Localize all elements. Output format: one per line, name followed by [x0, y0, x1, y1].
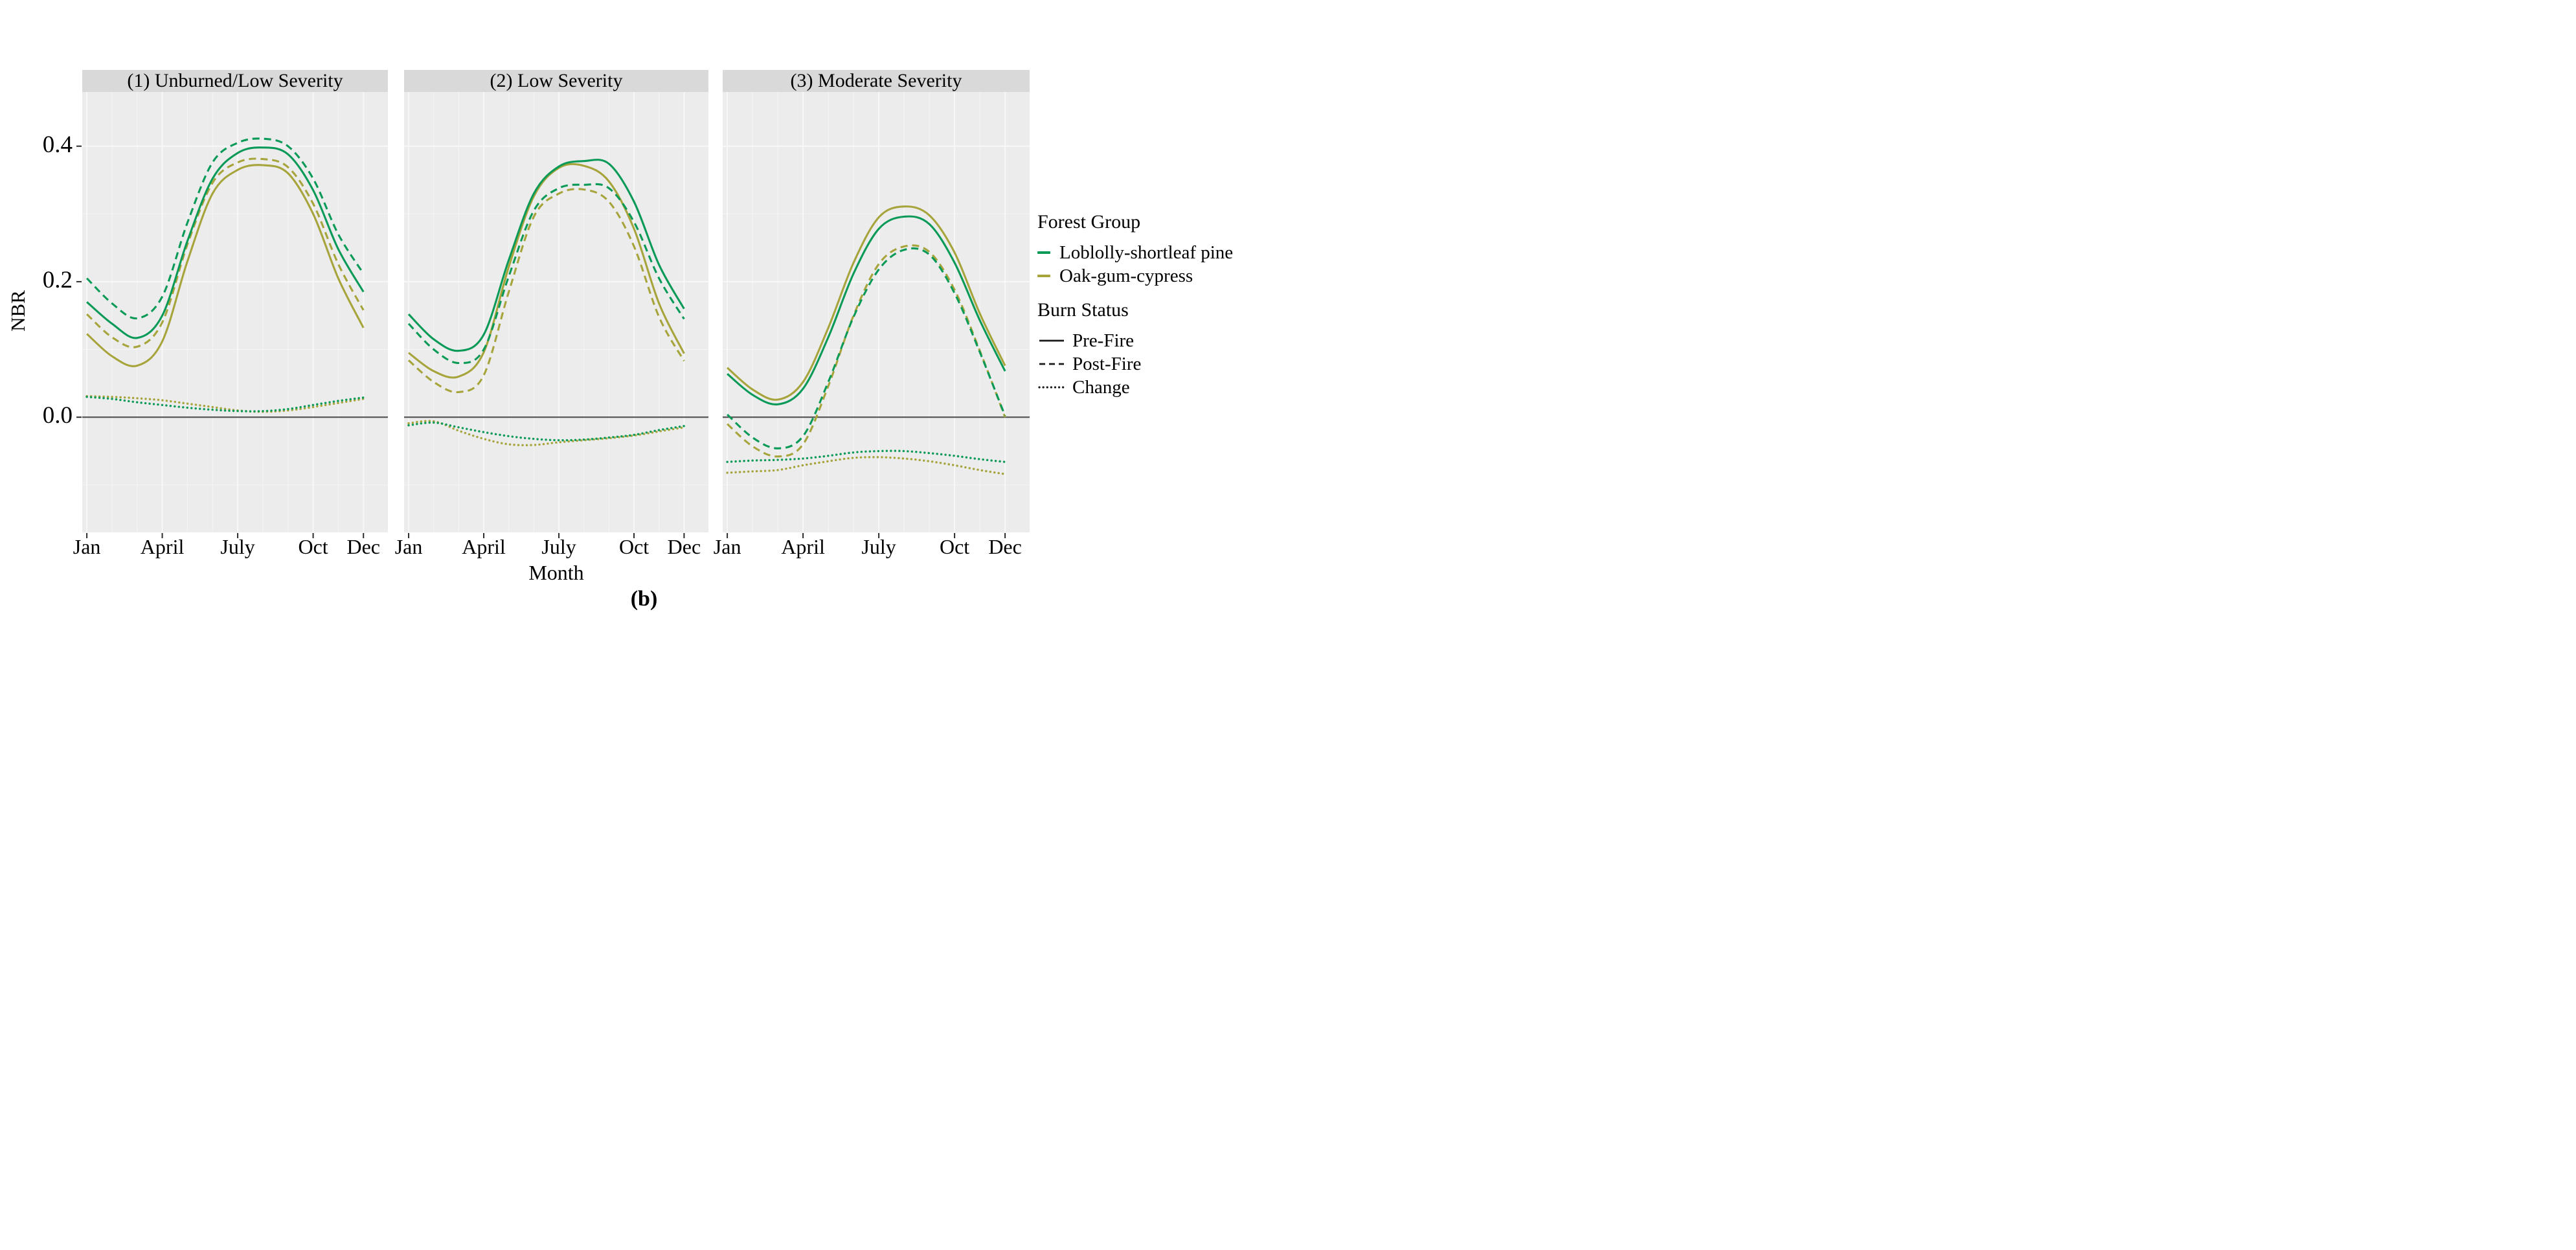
legend-item-oak: Oak-gum-cypress: [1037, 264, 1287, 288]
legend-title-forest-group: Forest Group: [1037, 211, 1141, 233]
x-tick-label-dec: Dec: [667, 535, 701, 558]
faceted-nbr-line-chart: NBR 0.0 0.2 0.4 (1) Unburned/Low Severit…: [0, 0, 1288, 625]
x-tick-label-oct: Oct: [298, 535, 328, 558]
legend-label-loblolly: Loblolly-shortleaf pine: [1059, 242, 1234, 263]
facet-strip-title: (1) Unburned/Low Severity: [82, 70, 388, 92]
facet-title-3: (3) Moderate Severity: [790, 70, 962, 91]
plot-area-2: [404, 92, 708, 538]
x-tick-label-jan: Jan: [713, 535, 741, 558]
legend-key-dotted-line-icon: [1038, 386, 1065, 389]
series-line-loblolly-shortleaf-pine-post-fire: [86, 137, 365, 319]
legend-label-post-fire: Post-Fire: [1072, 354, 1142, 374]
legend-key-loblolly-icon: [1037, 251, 1050, 254]
x-tick-label-april: April: [781, 535, 825, 558]
facet-strip-title: (2) Low Severity: [404, 70, 708, 92]
legend-item-change: Change: [1037, 376, 1287, 399]
y-tick-label-0.0: 0.0: [42, 402, 73, 429]
facet-title-2: (2) Low Severity: [490, 70, 623, 91]
legend-title-burn-status: Burn Status: [1037, 299, 1129, 321]
series-line-oak-gum-cypress-change: [85, 395, 365, 413]
legend-label-oak: Oak-gum-cypress: [1059, 266, 1193, 286]
x-tick-label-july: July: [220, 535, 255, 558]
series-line-oak-gum-cypress-post-fire: [86, 157, 365, 348]
x-axis-ticks-panel-3: Jan April July Oct Dec: [714, 535, 1030, 561]
legend-item-loblolly: Loblolly-shortleaf pine: [1037, 241, 1287, 264]
facet-strip-title: (3) Moderate Severity: [723, 70, 1030, 92]
facet-panel-unburned-low-severity: (1) Unburned/Low Severity: [76, 70, 388, 538]
x-axis-title: Month: [528, 561, 584, 584]
x-tick-label-oct: Oct: [939, 535, 970, 558]
x-tick-label-dec: Dec: [346, 535, 380, 558]
series-line-oak-gum-cypress-post-fire: [407, 188, 685, 394]
legend-label-pre-fire: Pre-Fire: [1072, 330, 1135, 351]
x-tick-label-jan: Jan: [73, 535, 101, 558]
series-line-loblolly-shortleaf-pine-change: [85, 396, 365, 413]
series-line-loblolly-shortleaf-pine-post-fire: [407, 183, 685, 365]
series-line-loblolly-shortleaf-pine-pre-fire: [727, 215, 1006, 405]
series-line-loblolly-shortleaf-pine-pre-fire: [86, 146, 365, 339]
plot-area-3: [723, 92, 1030, 538]
series-line-oak-gum-cypress-post-fire: [727, 244, 1006, 458]
x-tick-label-oct: Oct: [618, 535, 650, 558]
series-line-loblolly-shortleaf-pine-change: [726, 449, 1006, 463]
x-tick-label-april: April: [462, 535, 506, 558]
legend-key-dashed-line-icon: [1039, 363, 1064, 365]
x-tick-label-july: July: [861, 535, 896, 558]
y-axis-title: NBR: [6, 290, 29, 332]
legend-key-solid-line-icon: [1039, 339, 1064, 342]
legend: Forest Group Loblolly-shortleaf pine Oak…: [1037, 211, 1287, 399]
series-line-loblolly-shortleaf-pine-pre-fire: [407, 159, 685, 352]
series-line-loblolly-shortleaf-pine-change: [407, 421, 686, 442]
series-line-oak-gum-cypress-pre-fire: [86, 164, 365, 367]
legend-item-post-fire: Post-Fire: [1037, 352, 1287, 376]
legend-key-oak-icon: [1037, 275, 1050, 277]
facet-panel-low-severity: (2) Low Severity: [404, 70, 708, 538]
facet-panel-moderate-severity: (3) Moderate Severity: [723, 70, 1030, 538]
series-line-oak-gum-cypress-change: [726, 456, 1006, 475]
series-line-loblolly-shortleaf-pine-post-fire: [727, 247, 1006, 449]
x-axis-ticks-panel-2: Jan April July Oct Dec: [395, 535, 708, 561]
series-line-oak-gum-cypress-change: [407, 420, 686, 447]
panel-background: [723, 92, 1030, 532]
legend-item-pre-fire: Pre-Fire: [1037, 329, 1287, 352]
y-tick-label-0.2: 0.2: [42, 267, 73, 293]
plot-area-1: [76, 92, 388, 538]
x-tick-label-dec: Dec: [988, 535, 1022, 558]
x-tick-label-jan: Jan: [394, 535, 423, 558]
y-tick-label-0.4: 0.4: [42, 131, 73, 158]
figure-caption: (b): [630, 587, 658, 611]
x-axis-ticks-panel-1: Jan April July Oct Dec: [73, 535, 388, 561]
x-tick-label-april: April: [140, 535, 185, 558]
x-tick-label-july: July: [541, 535, 576, 558]
facet-title-1: (1) Unburned/Low Severity: [127, 70, 343, 91]
series-line-oak-gum-cypress-pre-fire: [408, 163, 685, 379]
legend-label-change: Change: [1072, 377, 1130, 398]
series-line-oak-gum-cypress-pre-fire: [727, 205, 1006, 401]
panel-background: [82, 92, 388, 532]
